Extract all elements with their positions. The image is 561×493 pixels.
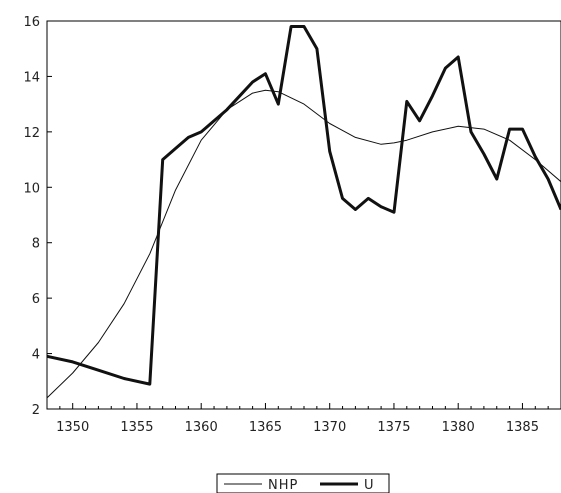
legend-label-nhp: NHP <box>268 478 298 493</box>
x-tick-label: 1385 <box>506 420 539 435</box>
series-layer <box>46 25 561 399</box>
y-tick-label: 2 <box>32 403 40 418</box>
y-tick-label: 4 <box>32 348 40 363</box>
x-tick-label: 1350 <box>56 420 89 435</box>
y-tick-label: 14 <box>23 70 40 85</box>
y-tick-label: 8 <box>32 237 40 252</box>
x-tick-label: 1365 <box>249 420 282 435</box>
y-axis: 2 4 6 8 10 12 14 16 <box>23 15 52 418</box>
x-axis: 1350 1355 1360 1365 1370 1375 1380 1385 <box>46 403 561 435</box>
y-tick-label: 10 <box>23 181 40 196</box>
series-line-nhp <box>46 89 561 399</box>
y-tick-label: 6 <box>32 292 40 307</box>
legend: NHP U <box>216 473 390 493</box>
plot-frame <box>46 20 561 410</box>
x-tick-label: 1355 <box>120 420 153 435</box>
y-tick-label: 12 <box>23 126 40 141</box>
x-tick-label: 1380 <box>442 420 475 435</box>
x-tick-label: 1375 <box>377 420 410 435</box>
x-tick-label: 1370 <box>313 420 346 435</box>
series-line-u <box>46 25 561 386</box>
x-tick-label: 1360 <box>185 420 218 435</box>
legend-label-u: U <box>364 478 375 493</box>
legend-box <box>216 473 390 493</box>
y-tick-label: 16 <box>23 15 40 30</box>
